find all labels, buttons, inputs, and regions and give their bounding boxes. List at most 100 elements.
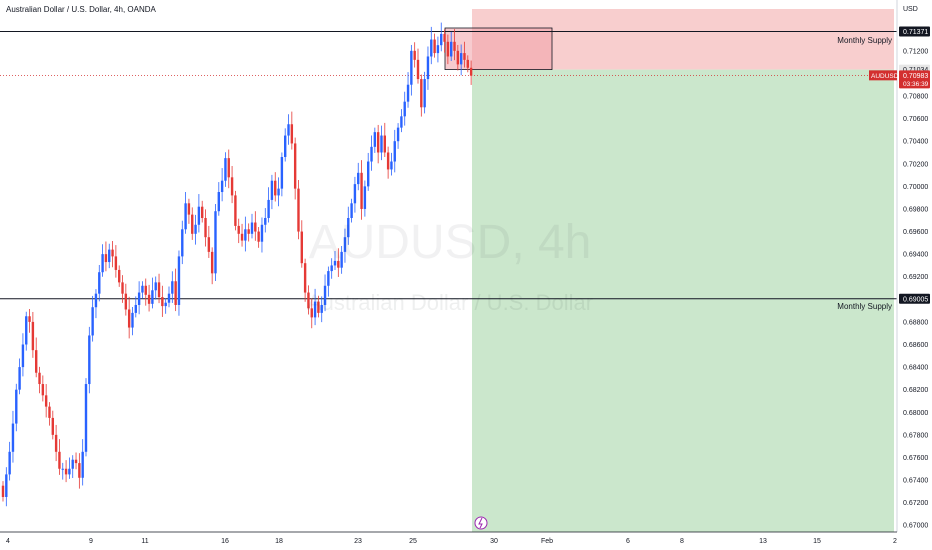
candle-body (154, 282, 157, 291)
candle (440, 22, 443, 52)
price-tick-label: 0.68200 (903, 387, 928, 394)
candle-body (459, 53, 463, 65)
candle (147, 284, 151, 312)
candle (137, 281, 141, 315)
candle-body (363, 186, 367, 209)
candle (127, 296, 131, 339)
candle-body (237, 225, 240, 234)
candlestick-series (1, 22, 473, 507)
candle-body (214, 211, 217, 274)
candle (154, 276, 157, 300)
candle (157, 273, 161, 304)
candle (131, 307, 134, 336)
candle (141, 281, 144, 299)
candle (400, 109, 403, 133)
price-tick-label: 0.69200 (903, 274, 928, 281)
candle-body (78, 463, 81, 478)
price-tick-label: 0.69400 (903, 252, 928, 259)
candle (317, 295, 320, 318)
candle (38, 366, 41, 394)
candle-body (340, 251, 343, 268)
candle-body (144, 285, 147, 295)
candle (237, 218, 240, 244)
candle-body (254, 222, 257, 232)
candle (459, 44, 463, 76)
candle (280, 152, 284, 197)
upper-level-tag: 0.71371 (903, 29, 928, 36)
take-profit-zone (472, 69, 894, 533)
candle-body (450, 41, 453, 57)
price-axis: USD 0.67000 0.67200 0.67400 0.67600 0.67800 0.… (869, 0, 932, 550)
candle (214, 203, 217, 282)
candle-body (28, 316, 31, 322)
time-tick-label: 11 (141, 538, 148, 545)
candle-body (51, 417, 54, 435)
candle (330, 258, 333, 279)
symbol-title[interactable]: Australian Dollar / U.S. Dollar, 4h, OAN… (6, 5, 156, 14)
candle (393, 129, 396, 173)
candle (287, 114, 290, 145)
candle (386, 146, 390, 179)
lower-level-tag: 0.69005 (903, 296, 928, 303)
symbol-tag: AUDUSD (871, 73, 899, 80)
time-tick-label: 16 (221, 538, 229, 545)
candle-body (463, 53, 466, 60)
replay-icon[interactable] (474, 516, 488, 530)
candle-body (376, 132, 380, 153)
candle (74, 452, 78, 470)
candle-body (68, 468, 71, 475)
candle-body (350, 203, 353, 218)
candle-body (240, 233, 244, 241)
candle-body (420, 79, 423, 108)
candle (181, 220, 184, 265)
candle (413, 42, 416, 68)
candle (367, 152, 370, 191)
candle-body (300, 231, 303, 264)
time-tick-label: 18 (275, 538, 283, 545)
price-tick-label: 0.68600 (903, 342, 928, 349)
candle-body (164, 302, 167, 307)
candle (347, 206, 350, 245)
candle (21, 333, 25, 377)
time-tick-label: Feb (541, 538, 553, 545)
time-tick-label: 13 (759, 538, 767, 545)
candle-body (35, 350, 38, 373)
candle (244, 216, 247, 252)
candle-body (290, 124, 294, 144)
candle (313, 288, 317, 326)
candle-body (88, 335, 91, 385)
candle-body (187, 203, 191, 215)
candle-body (38, 372, 41, 385)
candle (35, 337, 38, 378)
price-tick-label: 0.67200 (903, 500, 928, 507)
candle-body (433, 39, 436, 54)
candle (207, 225, 211, 258)
candle (406, 72, 410, 108)
candle (101, 244, 104, 277)
time-axis-background (0, 532, 932, 550)
candle-body (114, 256, 118, 270)
time-tick-label: 4 (6, 538, 10, 545)
candle-body (8, 451, 11, 475)
candle-body (466, 59, 469, 68)
candle (290, 111, 294, 150)
candle-body (307, 292, 310, 309)
candle (373, 127, 377, 153)
candle (297, 180, 300, 240)
countdown-label: 03:36:39 (903, 81, 929, 88)
candle (453, 29, 456, 61)
lower-level-tag-bg (899, 293, 930, 304)
symbol-tag-bg (869, 70, 897, 81)
candle (333, 250, 337, 270)
candle (197, 194, 201, 233)
candle-body (84, 384, 88, 452)
candle (410, 44, 413, 96)
candle-body (320, 304, 323, 313)
candle-body (41, 384, 45, 396)
candle (450, 31, 453, 61)
candle-body (284, 135, 287, 158)
candle-body (25, 316, 28, 345)
candle (41, 375, 45, 402)
time-tick-label: 8 (680, 538, 684, 545)
